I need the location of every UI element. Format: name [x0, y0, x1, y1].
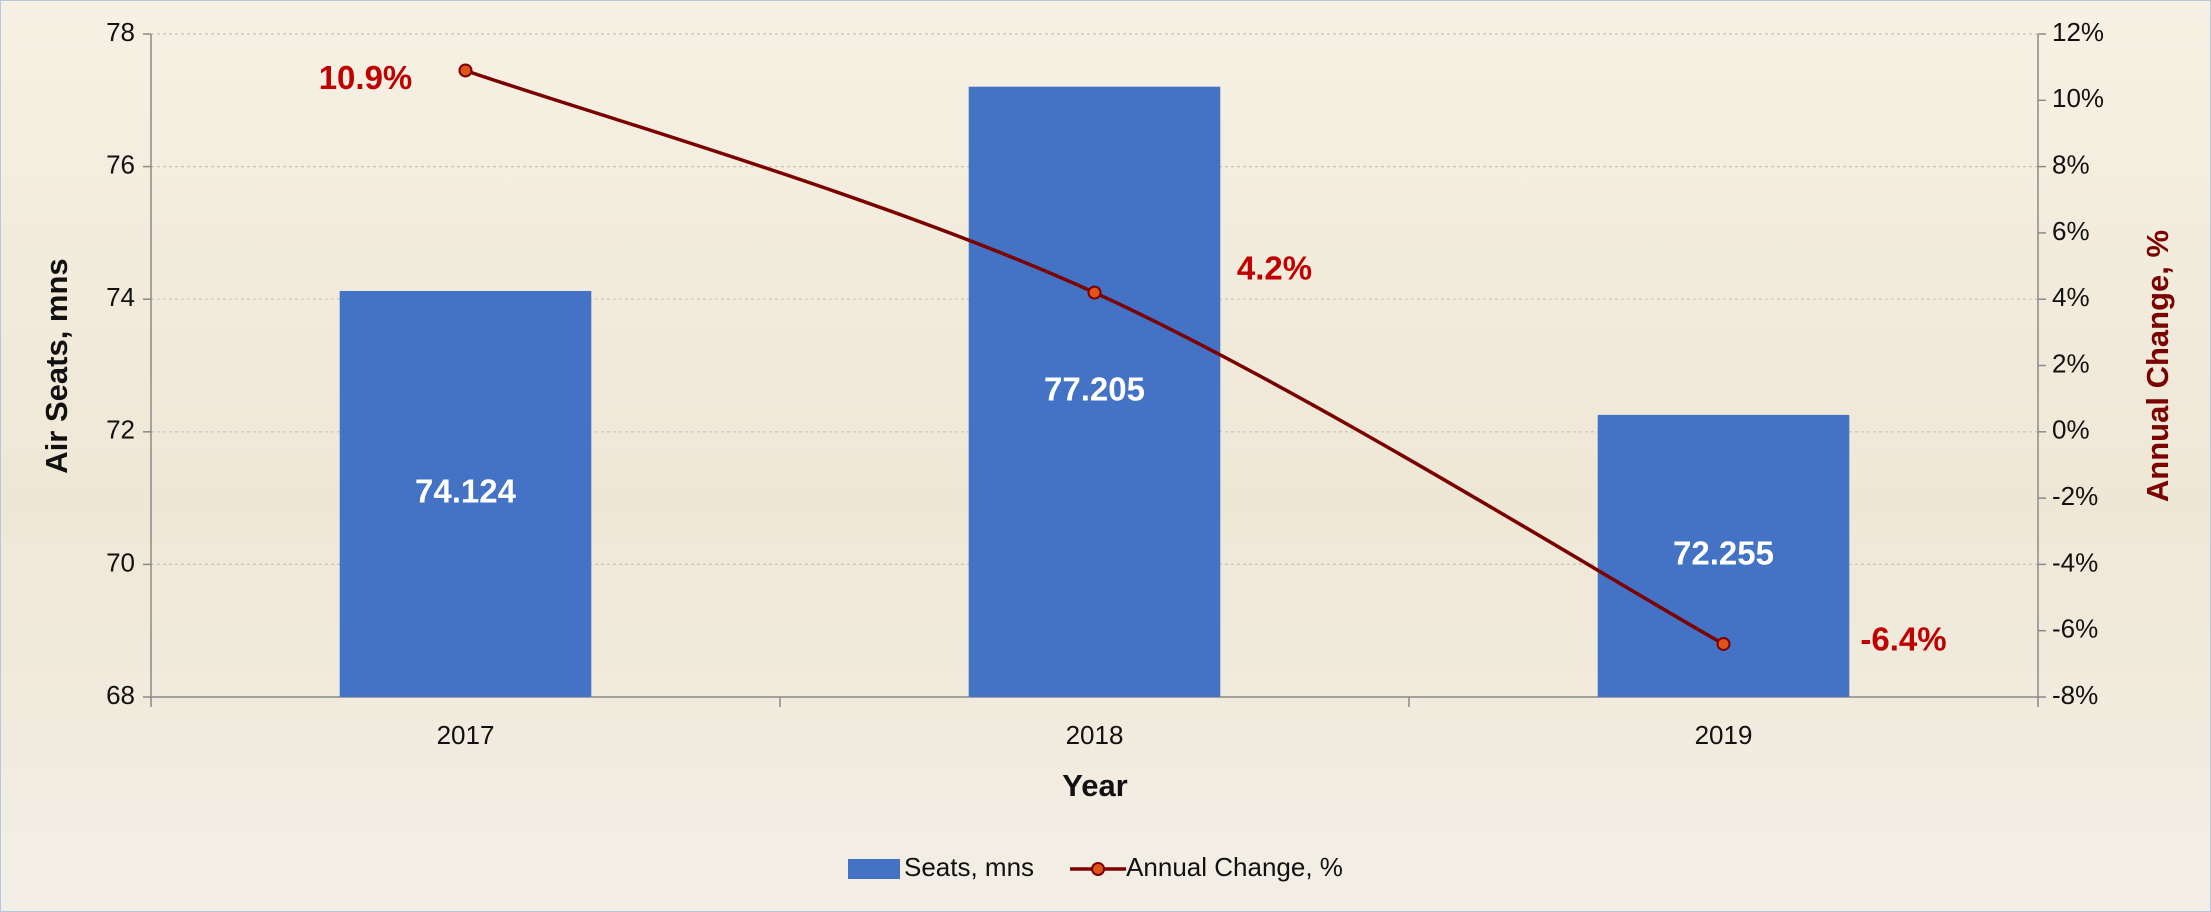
line-point	[458, 63, 473, 78]
bar	[339, 290, 592, 697]
bar-value-label: 77.205	[1044, 371, 1145, 408]
y2-tick-label: 12%	[2052, 17, 2104, 47]
y2-tick-label: 2%	[2052, 348, 2090, 378]
x-tick-label: 2017	[437, 720, 495, 750]
legend-swatch	[848, 859, 900, 879]
y2-axis-title: Annual Change, %	[2140, 230, 2175, 502]
y-tick-label: 68	[106, 680, 135, 710]
y2-tick-label: 10%	[2052, 83, 2104, 113]
bar-value-label: 72.255	[1673, 535, 1774, 572]
legend-label: Annual Change, %	[1126, 852, 1343, 882]
y2-tick-label: -2%	[2052, 481, 2098, 511]
x-tick-label: 2019	[1695, 720, 1753, 750]
line-value-label: -6.4%	[1860, 621, 1946, 658]
y-tick-label: 72	[106, 415, 135, 445]
y2-tick-label: -6%	[2052, 614, 2098, 644]
y-tick-label: 74	[106, 282, 135, 312]
line-point	[1087, 285, 1102, 300]
y2-tick-label: 4%	[2052, 282, 2090, 312]
y2-tick-label: -4%	[2052, 547, 2098, 577]
legend-label: Seats, mns	[904, 852, 1034, 882]
y-tick-label: 70	[106, 547, 135, 577]
legend-swatch-point	[1091, 862, 1106, 876]
line-point	[1716, 636, 1731, 651]
y2-tick-label: 6%	[2052, 216, 2090, 246]
line-value-label: 4.2%	[1237, 249, 1312, 286]
y-axis-title: Air Seats, mns	[39, 258, 74, 473]
x-tick-label: 2018	[1066, 720, 1124, 750]
y-tick-label: 78	[106, 17, 135, 47]
bar-value-label: 74.124	[415, 473, 517, 510]
y2-tick-label: -8%	[2052, 680, 2098, 710]
y2-tick-label: 0%	[2052, 415, 2090, 445]
line-value-label: 10.9%	[319, 59, 413, 96]
y2-tick-label: 8%	[2052, 149, 2090, 179]
x-axis-title: Year	[1062, 768, 1128, 803]
y-tick-label: 76	[106, 149, 135, 179]
bar	[968, 86, 1221, 698]
